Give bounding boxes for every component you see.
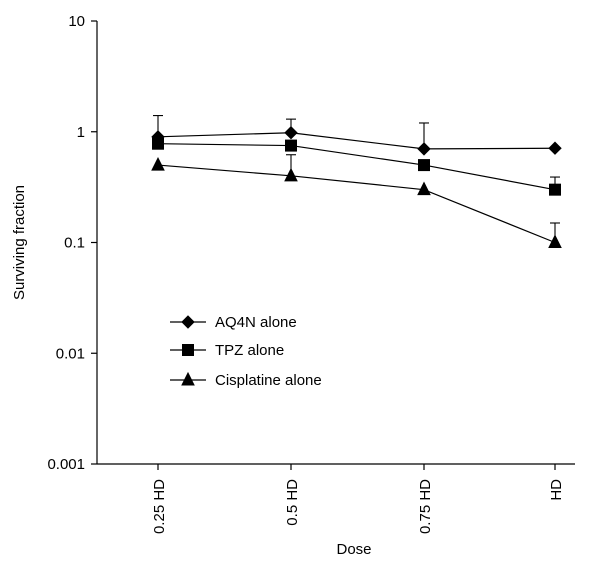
legend-marker-square (182, 344, 194, 356)
data-point-triangle (548, 234, 562, 248)
data-point-diamond (548, 141, 562, 155)
data-point-triangle (151, 156, 165, 171)
data-point-square (418, 159, 430, 172)
axes (96, 21, 575, 465)
data-point-diamond (417, 142, 431, 156)
data-point-triangle (417, 181, 431, 196)
series-line (157, 132, 556, 150)
series-line (157, 164, 556, 244)
legend-item: Cisplatine alone (170, 371, 322, 389)
x-tick-label: 0.25 HD (151, 479, 168, 534)
legend-item: AQ4N alone (170, 314, 297, 331)
y-axis-label: Surviving fraction (11, 185, 28, 300)
legend-item: TPZ alone (170, 342, 284, 359)
data-point-diamond (284, 126, 298, 140)
legend-marker-diamond (181, 315, 195, 329)
legend-label: TPZ alone (215, 342, 284, 359)
x-ticks: 0.25 HD 0.5 HD 0.75 HD HD (151, 464, 565, 534)
y-ticks: 0.001 0.01 0.1 1 10 (47, 13, 97, 473)
y-tick-label: 0.001 (47, 456, 85, 473)
legend: AQ4N alone TPZ alone Cisplatine alone (170, 314, 322, 389)
data-point-square (549, 183, 561, 196)
legend-label: Cisplatine alone (215, 372, 322, 389)
data-point-square (285, 139, 297, 152)
series-triangle (151, 154, 562, 248)
y-tick-label: 0.01 (56, 345, 85, 362)
x-axis-label: Dose (336, 541, 371, 558)
data-point-triangle (284, 167, 298, 182)
y-tick-label: 1 (77, 124, 85, 141)
x-tick-label: HD (548, 479, 565, 501)
series-diamond (151, 115, 562, 156)
data-point-square (152, 137, 164, 150)
x-tick-label: 0.5 HD (284, 479, 301, 526)
y-tick-label: 0.1 (64, 235, 85, 252)
y-tick-label: 10 (68, 13, 85, 30)
legend-marker-triangle (181, 371, 195, 386)
x-tick-label: 0.75 HD (417, 479, 434, 534)
legend-label: AQ4N alone (215, 314, 297, 331)
series-line (157, 143, 556, 191)
series-layer (151, 115, 562, 248)
series-square (152, 137, 561, 196)
